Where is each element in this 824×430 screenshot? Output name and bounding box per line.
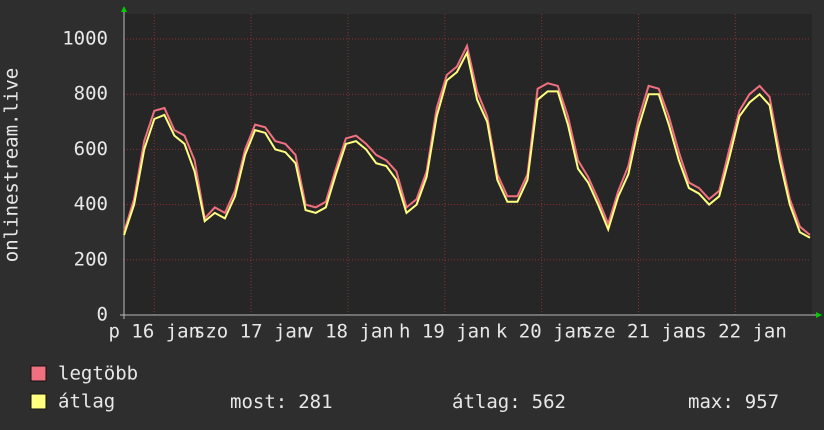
stat: most: 281: [230, 391, 333, 413]
y-tick-label: 0: [97, 304, 108, 326]
stat-label: átlag:: [452, 391, 521, 413]
x-tick-label: sze 21 jan: [581, 321, 695, 343]
legend-label: legtöbb: [58, 363, 138, 385]
stat: max: 957: [688, 391, 779, 413]
y-tick-label: 400: [74, 193, 108, 215]
x-tick-label: v 18 jan: [302, 321, 394, 343]
x-tick-label: h 19 jan: [399, 321, 491, 343]
stat-value: 957: [745, 391, 779, 413]
stat: átlag: 562: [452, 391, 566, 413]
y-tick-label: 1000: [62, 28, 108, 50]
axis-arrow: [121, 6, 127, 12]
series-line: [123, 49, 811, 239]
legend-swatch: [30, 393, 47, 410]
stat-label: most:: [230, 391, 287, 413]
axis-arrow: [816, 312, 822, 318]
legend-swatch: [30, 365, 47, 382]
plot-area: [124, 14, 812, 316]
stat-value: 562: [532, 391, 566, 413]
stat-value: 281: [298, 391, 332, 413]
y-axis-label: onlinestream.live: [1, 68, 23, 262]
stat-label: max:: [688, 391, 734, 413]
x-tick-label: cs 22 jan: [684, 321, 787, 343]
legend-label: átlag: [58, 391, 115, 413]
y-tick-label: 600: [74, 138, 108, 160]
series-line: [123, 42, 811, 236]
y-tick-label: 200: [74, 248, 108, 270]
y-tick-label: 800: [74, 83, 108, 105]
x-tick-label: k 20 jan: [496, 321, 588, 343]
x-tick-label: p 16 jan: [109, 321, 201, 343]
x-tick-label: szo 17 jan: [194, 321, 308, 343]
